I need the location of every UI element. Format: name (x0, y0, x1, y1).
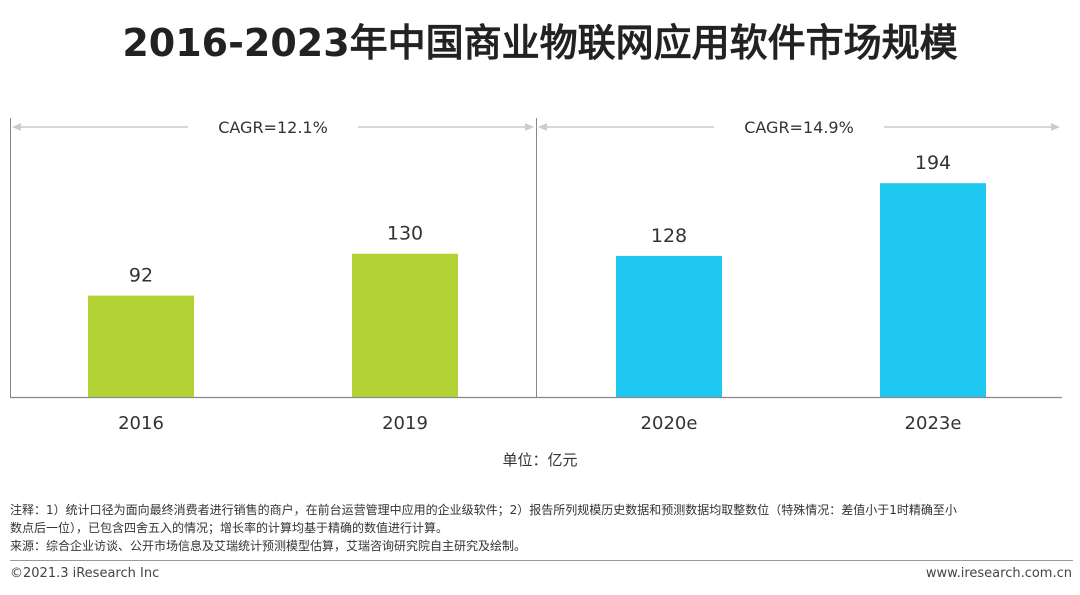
source-line: 来源：综合企业访谈、公开市场信息及艾瑞统计预测模型估算，艾瑞咨询研究院自主研究及… (10, 539, 527, 553)
bar-value-label: 92 (129, 265, 153, 287)
cagr-arrowhead-right (1051, 123, 1060, 131)
x-tick-label: 2019 (382, 413, 428, 434)
cagr-arrowhead-left (12, 123, 21, 131)
x-tick-label: 2020e (641, 413, 698, 434)
cagr-label: CAGR=12.1% (218, 118, 328, 137)
cagr-arrowhead-right (525, 123, 534, 131)
footer-divider (10, 560, 1073, 561)
bar-2023e (880, 183, 986, 397)
cagr-label: CAGR=14.9% (744, 118, 854, 137)
x-tick-label: 2016 (118, 413, 164, 434)
bar-2019 (352, 253, 458, 397)
cagr-arrowhead-left (538, 123, 547, 131)
page-title: 2016-2023年中国商业物联网应用软件市场规模 (122, 21, 958, 65)
bar-value-label: 130 (387, 223, 423, 245)
website-link[interactable]: www.iresearch.com.cn (925, 566, 1072, 581)
x-tick-label: 2023e (905, 413, 962, 434)
bar-value-label: 194 (915, 152, 951, 174)
note-line: 注释：1）统计口径为面向最终消费者进行销售的商户，在前台运营管理中应用的企业级软… (10, 503, 957, 517)
bar-2016 (88, 295, 194, 397)
bar-chart: 92 2016 130 2019 128 2020e 194 2023e CAGR=12.1% C… (10, 118, 1062, 434)
chart-notes: 注释：1）统计口径为面向最终消费者进行销售的商户，在前台运营管理中应用的企业级软… (10, 501, 1072, 555)
note-line: 数点后一位），已包含四舍五入的情况；增长率的计算均基于精确的数值进行计算。 (10, 521, 449, 535)
unit-label: 单位：亿元 (502, 451, 578, 469)
bar-value-label: 128 (651, 225, 687, 247)
copyright-text: ©2021.3 iResearch Inc (10, 566, 160, 581)
bar-2020e (616, 255, 722, 397)
